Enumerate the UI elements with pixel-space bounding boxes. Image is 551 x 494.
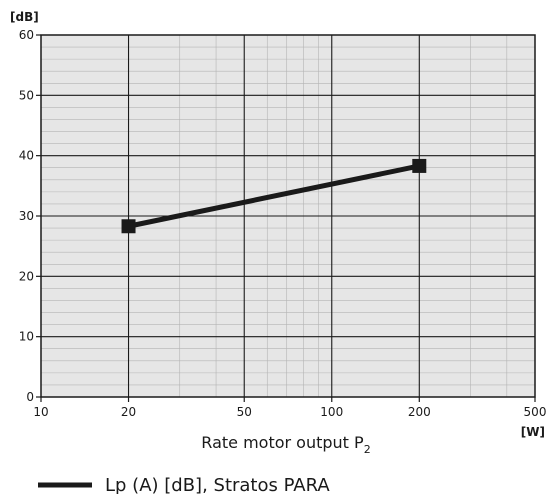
y-tick-label: 0	[26, 390, 34, 404]
x-tick-label: 10	[33, 405, 48, 419]
series-layer	[121, 158, 427, 234]
y-tick-label: 10	[19, 330, 34, 344]
y-tick-label: 60	[19, 28, 34, 42]
x-axis-unit: [W]	[521, 425, 545, 439]
x-axis-label-subscript: 2	[364, 443, 371, 456]
x-axis-label: Rate motor output P2	[201, 433, 370, 456]
y-axis-unit: [dB]	[10, 10, 39, 24]
series-line	[128, 163, 420, 229]
y-tick-label: 20	[19, 269, 34, 283]
x-tick-label: 200	[408, 405, 431, 419]
x-axis-ticks: 10 20 50 100 200 500	[33, 397, 546, 419]
series-point-marker	[121, 219, 136, 234]
y-tick-label: 40	[19, 149, 34, 163]
series-point-marker	[412, 158, 427, 173]
x-tick-label: 500	[524, 405, 547, 419]
y-tick-label: 30	[19, 209, 34, 223]
legend-label: Lp (A) [dB], Stratos PARA	[105, 475, 330, 494]
major-grid	[41, 35, 535, 397]
x-tick-label: 20	[121, 405, 136, 419]
y-tick-label: 50	[19, 88, 34, 102]
x-tick-label: 50	[237, 405, 252, 419]
y-axis-ticks: 0 10 20 30 40 50 60	[19, 28, 41, 404]
x-axis-label-text: Rate motor output P	[201, 433, 364, 452]
x-tick-label: 100	[320, 405, 343, 419]
legend: Lp (A) [dB], Stratos PARA	[38, 475, 330, 494]
